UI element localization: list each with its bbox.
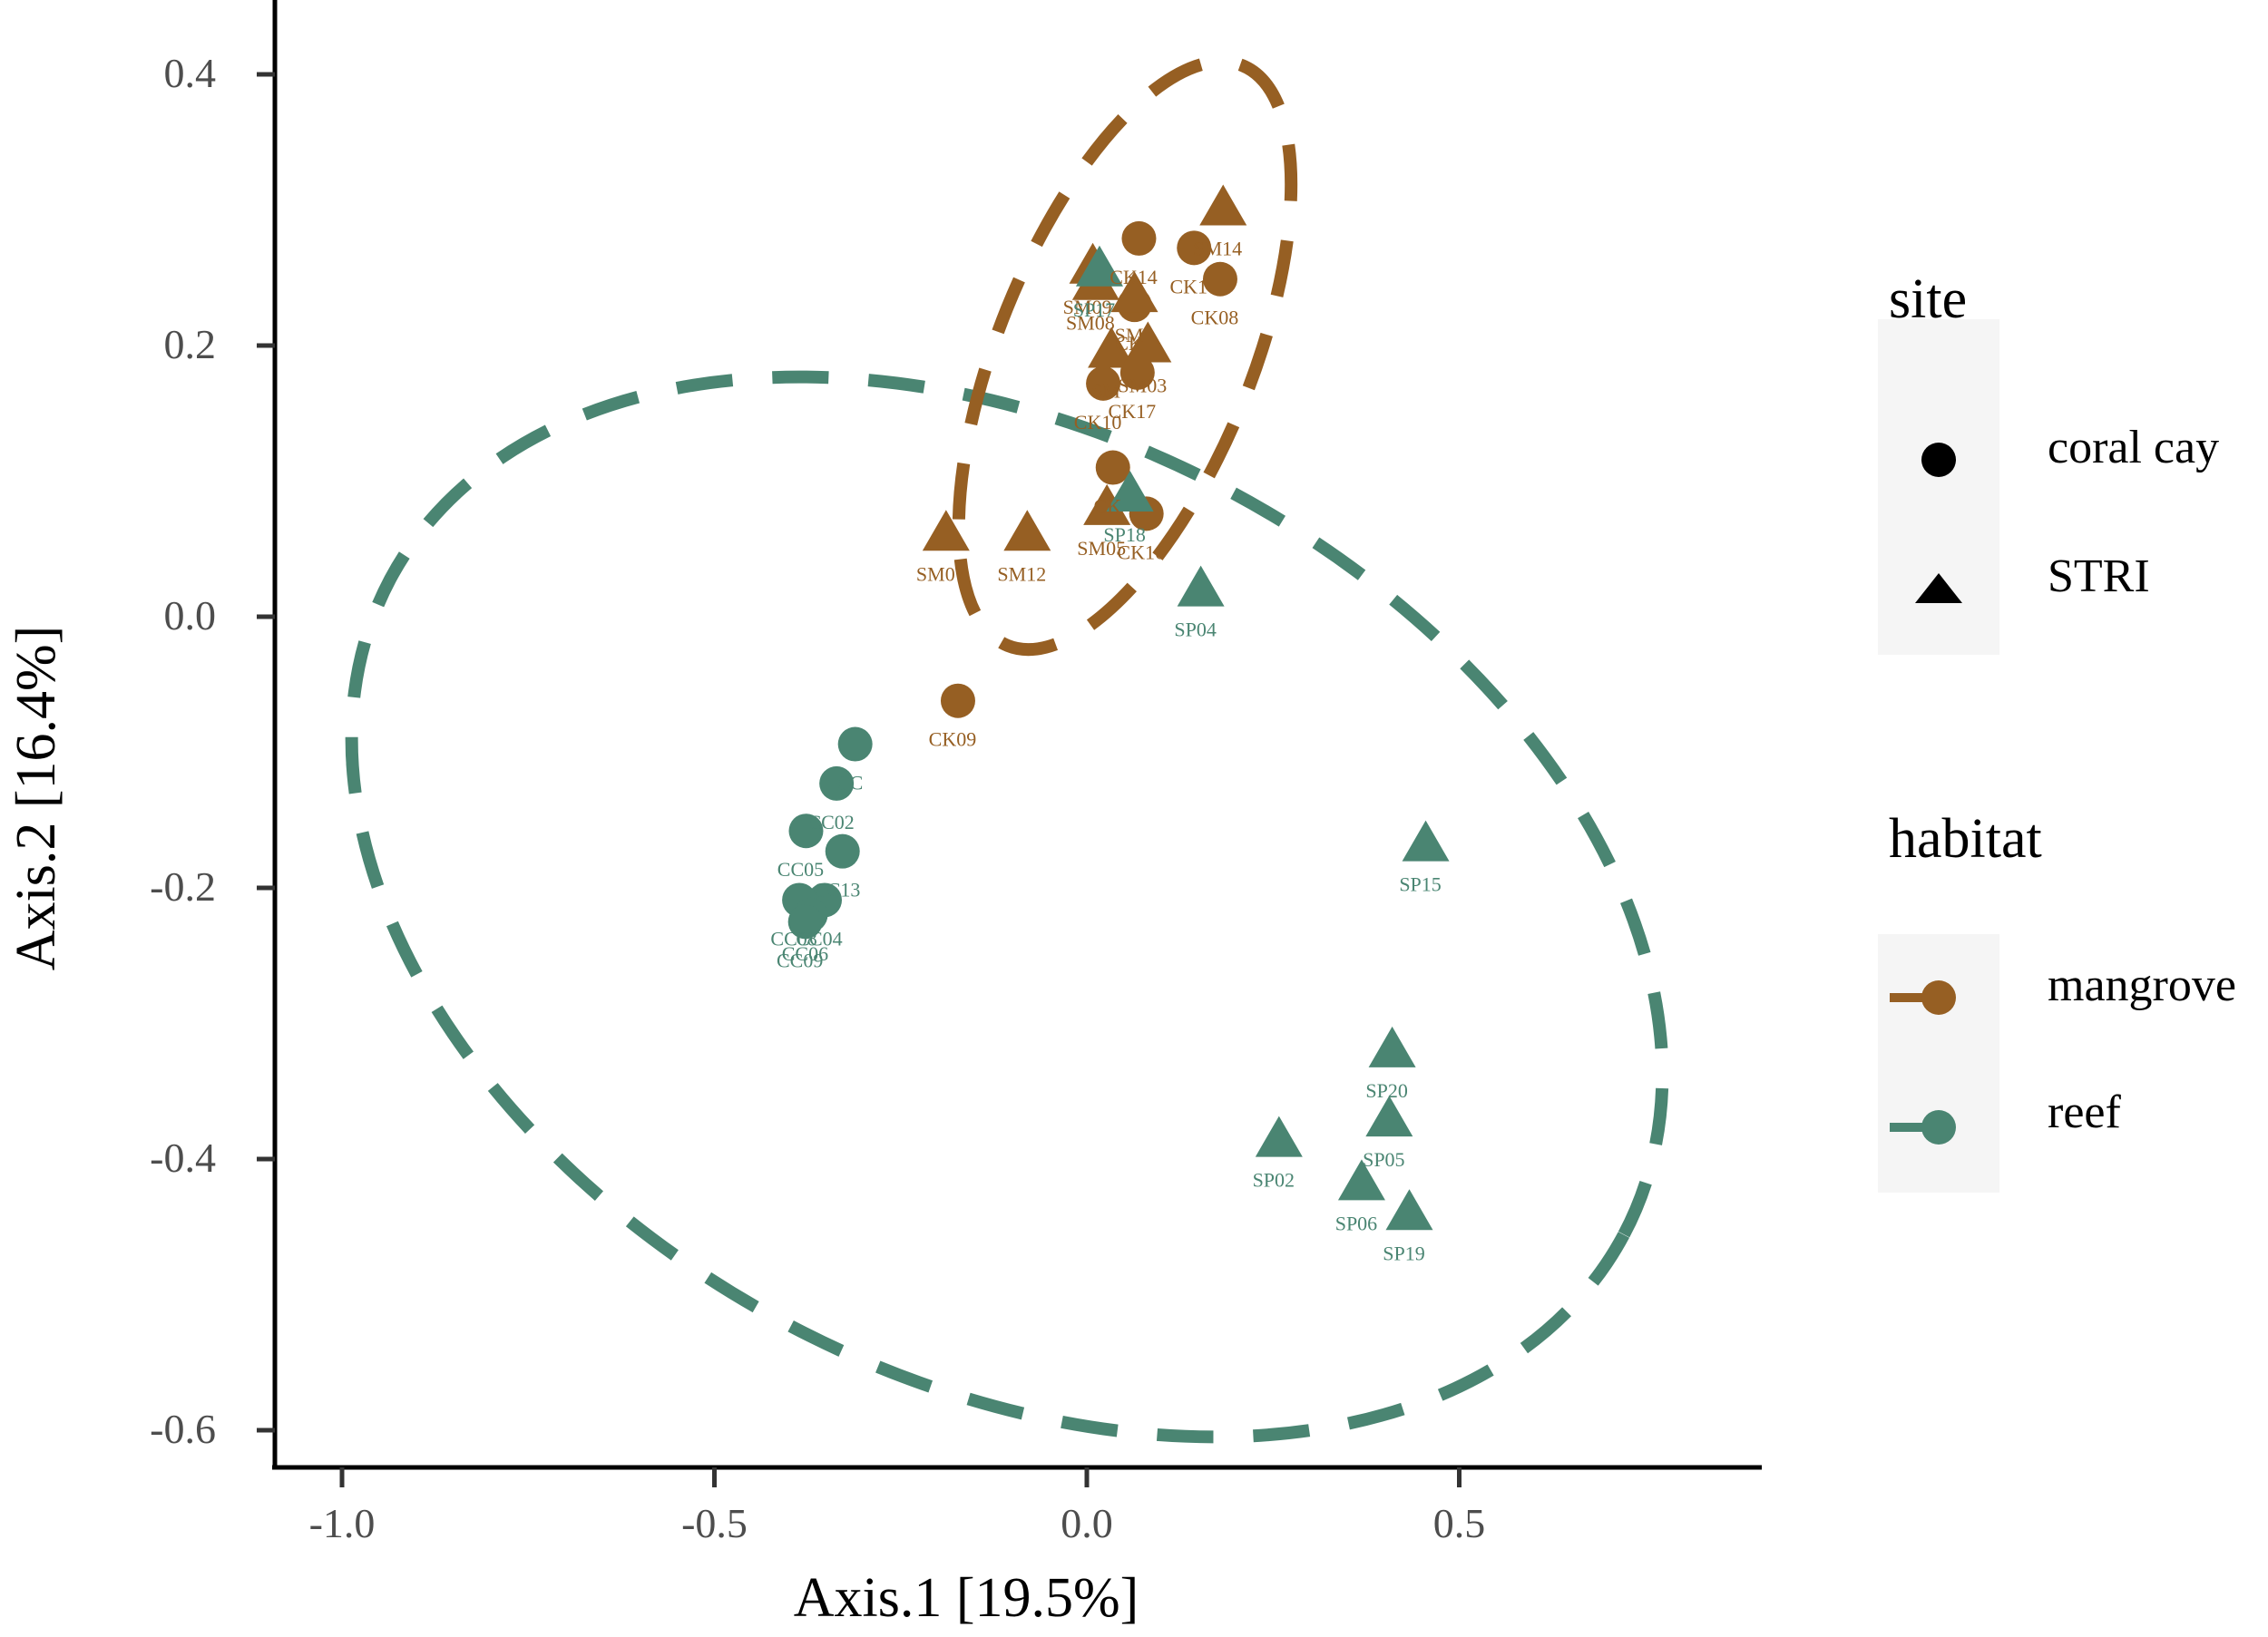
legend-circle-icon: [1921, 443, 1956, 477]
data-point-circle: [825, 833, 860, 869]
mangrove-ellipse: [952, 54, 1298, 657]
x-axis-ticks: -1.0 -0.5 0.0 0.5: [309, 1467, 1486, 1546]
data-point-triangle: [1124, 321, 1172, 363]
legend-habitat-key-bg: [1878, 934, 1999, 1193]
legend-habitat: habitat mangrove reef: [1878, 808, 2236, 1193]
point-label: SM09: [1063, 296, 1112, 318]
data-point-triangle: [1385, 1189, 1433, 1231]
data-point-triangle: [1402, 820, 1450, 862]
point-label: CC06: [782, 942, 828, 965]
point-label: SM03: [1118, 374, 1167, 396]
point-label: CC13: [814, 879, 860, 901]
point-label: SM12: [997, 562, 1046, 585]
point-label: SP17: [1073, 298, 1115, 321]
point-label: CK10: [1074, 411, 1122, 434]
point-label: CC02: [807, 811, 854, 833]
legend-habitat-label-reef: reef: [2048, 1086, 2121, 1138]
data-point-triangle: [1199, 184, 1247, 226]
y-axis-title: Axis.2 [16.4%]: [5, 626, 67, 971]
legend-habitat-label-mangrove: mangrove: [2048, 960, 2236, 1011]
y-axis-ticks: -0.6 -0.4 -0.2 0.0 0.2 0.4: [150, 50, 275, 1452]
legend-site-key-bg: [1878, 319, 1999, 655]
point-label: SP20: [1365, 1079, 1407, 1102]
y-tick-label: 0.4: [164, 50, 217, 96]
point-label: SP04: [1174, 619, 1216, 641]
data-point-circle: [788, 814, 824, 849]
point-label: SM08: [1066, 312, 1115, 335]
data-point-triangle: [1177, 565, 1225, 607]
legend-mangrove-dot-icon: [1921, 980, 1956, 1015]
point-label: CC09: [777, 949, 823, 971]
data-point-triangle: [1106, 470, 1154, 512]
point-label: CK14: [1110, 266, 1158, 288]
point-label: SP15: [1399, 873, 1441, 896]
legend-site: site coral cay STRI: [1878, 268, 2219, 655]
legend-site-label-coral-cay: coral cay: [2048, 422, 2219, 473]
point-label: SM: [1115, 324, 1144, 346]
x-tick-label: 0.5: [1433, 1500, 1486, 1546]
data-point-circle: [1121, 220, 1157, 256]
y-tick-label: -0.4: [150, 1135, 216, 1181]
legend-triangle-icon: [1915, 573, 1962, 603]
point-label: SM07: [916, 562, 965, 585]
point-label: CC08: [770, 927, 816, 950]
y-tick-label: -0.2: [150, 863, 216, 910]
data-point-circle: [787, 904, 823, 940]
point-label: SP06: [1335, 1212, 1377, 1234]
point-label: CC05: [777, 858, 824, 881]
point-label: CK17: [1109, 400, 1157, 423]
data-point-triangle: [1088, 326, 1136, 368]
data-point-circle: [1095, 450, 1130, 485]
x-tick-label: 0.0: [1061, 1500, 1113, 1546]
point-label: SP02: [1253, 1169, 1295, 1192]
confidence-ellipses: [345, 54, 1669, 1444]
y-tick-label: 0.2: [164, 321, 217, 367]
x-axis-title: Axis.1 [19.5%]: [794, 1567, 1139, 1629]
point-label: CK: [1115, 332, 1143, 355]
data-point-triangle: [1255, 1116, 1303, 1157]
point-label: CC04: [796, 927, 842, 950]
data-point-triangle: [1075, 245, 1123, 287]
data-point-circle: [1086, 365, 1121, 401]
data-point-triangle: [922, 510, 970, 551]
data-point-circle: [940, 683, 975, 718]
data-point-triangle: [1337, 1159, 1385, 1201]
y-tick-label: -0.6: [150, 1406, 216, 1452]
x-tick-label: -1.0: [309, 1500, 376, 1546]
point-labels: CK14 CK1CK08CKCK10CK17CKCK16CK09SM14SM09S…: [770, 238, 1441, 1265]
point-label: CK08: [1191, 307, 1239, 329]
legend-site-label-stri: STRI: [2048, 551, 2150, 602]
point-label: CK: [1093, 495, 1121, 518]
data-point-triangle: [1368, 1026, 1416, 1067]
data-point-circle: [1177, 230, 1212, 266]
point-label: CC: [836, 772, 863, 794]
point-label: SM: [1091, 379, 1120, 402]
data-points: [782, 184, 1450, 1231]
x-tick-label: -0.5: [681, 1500, 748, 1546]
data-point-circle: [1202, 261, 1237, 297]
y-tick-label: 0.0: [164, 592, 217, 638]
data-point-triangle: [1083, 483, 1131, 525]
point-label: SM05: [1077, 537, 1126, 560]
point-label: CK16: [1117, 541, 1165, 563]
legend-reef-dot-icon: [1921, 1110, 1956, 1145]
point-label: SP18: [1103, 523, 1145, 546]
point-label: CK09: [929, 728, 977, 751]
point-label: SP19: [1383, 1242, 1424, 1264]
point-label: CK1: [1169, 275, 1207, 297]
data-point-triangle: [1110, 271, 1158, 313]
point-label: SP05: [1363, 1148, 1404, 1171]
data-point-circle: [837, 726, 873, 762]
reef-ellipse: [345, 370, 1669, 1444]
data-point-triangle: [1003, 510, 1051, 551]
data-point-triangle: [1365, 1096, 1413, 1137]
legend-habitat-title: habitat: [1889, 808, 2042, 870]
data-point-circle: [819, 765, 855, 801]
point-label: SM14: [1193, 238, 1242, 260]
